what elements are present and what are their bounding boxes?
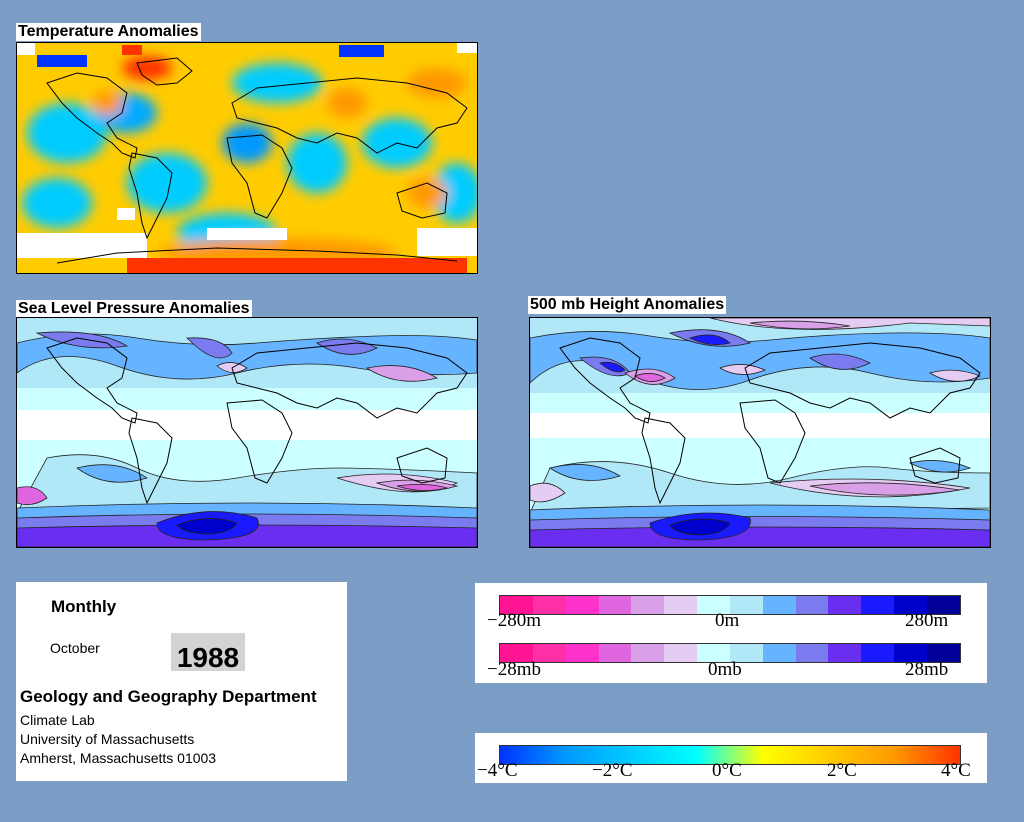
temp-label-2: 0°C bbox=[712, 760, 742, 781]
lab-label: Climate Lab bbox=[20, 712, 95, 728]
slp-anomaly-map bbox=[16, 317, 478, 548]
temperature-colorbar bbox=[499, 745, 961, 765]
height500-title: 500 mb Height Anomalies bbox=[528, 296, 727, 314]
period-label: Monthly bbox=[51, 597, 117, 616]
colorbar-swatch bbox=[729, 596, 763, 614]
colorbar-swatch bbox=[565, 644, 599, 662]
department-label: Geology and Geography Department bbox=[20, 687, 317, 706]
slp-title: Sea Level Pressure Anomalies bbox=[16, 300, 252, 318]
height-max-label: 280m bbox=[905, 610, 949, 631]
colorbar-swatch bbox=[664, 644, 698, 662]
colorbar-swatch bbox=[828, 596, 862, 614]
colorbar-swatch bbox=[861, 596, 895, 614]
colorbar-swatch bbox=[828, 644, 862, 662]
pressure-mid-label: 0mb bbox=[708, 659, 742, 680]
colorbar-swatch bbox=[697, 596, 730, 614]
colorbar-swatch bbox=[532, 596, 566, 614]
height-mid-label: 0m bbox=[715, 610, 740, 631]
height-colorbar bbox=[499, 595, 961, 615]
month-label: October bbox=[50, 640, 100, 656]
pressure-max-label: 28mb bbox=[905, 659, 949, 680]
colorbar-swatch bbox=[697, 644, 730, 662]
colorbar-swatch bbox=[861, 644, 895, 662]
temperature-title: Temperature Anomalies bbox=[16, 23, 201, 41]
colorbar-swatch bbox=[729, 644, 763, 662]
height-min-label: −280m bbox=[487, 610, 541, 631]
colorbar-swatch bbox=[762, 644, 796, 662]
colorbar-swatch bbox=[631, 644, 665, 662]
info-panel: Monthly October 1988 Geology and Geograp… bbox=[16, 582, 347, 781]
colorbar-swatch bbox=[664, 596, 698, 614]
pressure-min-label: −28mb bbox=[487, 659, 541, 680]
colorbar-swatch bbox=[500, 596, 533, 614]
colorbar-swatch bbox=[894, 596, 927, 614]
temperature-anomaly-map bbox=[16, 42, 478, 274]
university-label: University of Massachusetts bbox=[20, 731, 195, 747]
colorbar-swatch bbox=[894, 644, 927, 662]
colorbar-swatch bbox=[762, 596, 796, 614]
colorbar-swatch bbox=[565, 596, 599, 614]
temp-label-4: 4°C bbox=[941, 760, 971, 781]
colorbar-swatch bbox=[598, 644, 632, 662]
temp-label-3: 2°C bbox=[827, 760, 857, 781]
colorbar-swatch bbox=[532, 644, 566, 662]
colorbar-swatch bbox=[795, 596, 829, 614]
temperature-legend: −4°C −2°C 0°C 2°C 4°C bbox=[475, 733, 987, 783]
colorbar-swatch bbox=[795, 644, 829, 662]
colorbar-swatch bbox=[500, 644, 533, 662]
colorbar-swatch bbox=[631, 596, 665, 614]
temp-label-1: −2°C bbox=[592, 760, 633, 781]
height500-anomaly-map bbox=[529, 317, 991, 548]
pressure-colorbar bbox=[499, 643, 961, 663]
colorbar-swatch bbox=[926, 644, 960, 662]
temp-label-0: −4°C bbox=[477, 760, 518, 781]
address-label: Amherst, Massachusetts 01003 bbox=[20, 750, 217, 766]
height-pressure-legend: −280m 0m 280m −28mb 0mb 28mb bbox=[475, 583, 987, 683]
colorbar-swatch bbox=[926, 596, 960, 614]
colorbar-swatch bbox=[598, 596, 632, 614]
year-label: 1988 bbox=[171, 633, 245, 673]
